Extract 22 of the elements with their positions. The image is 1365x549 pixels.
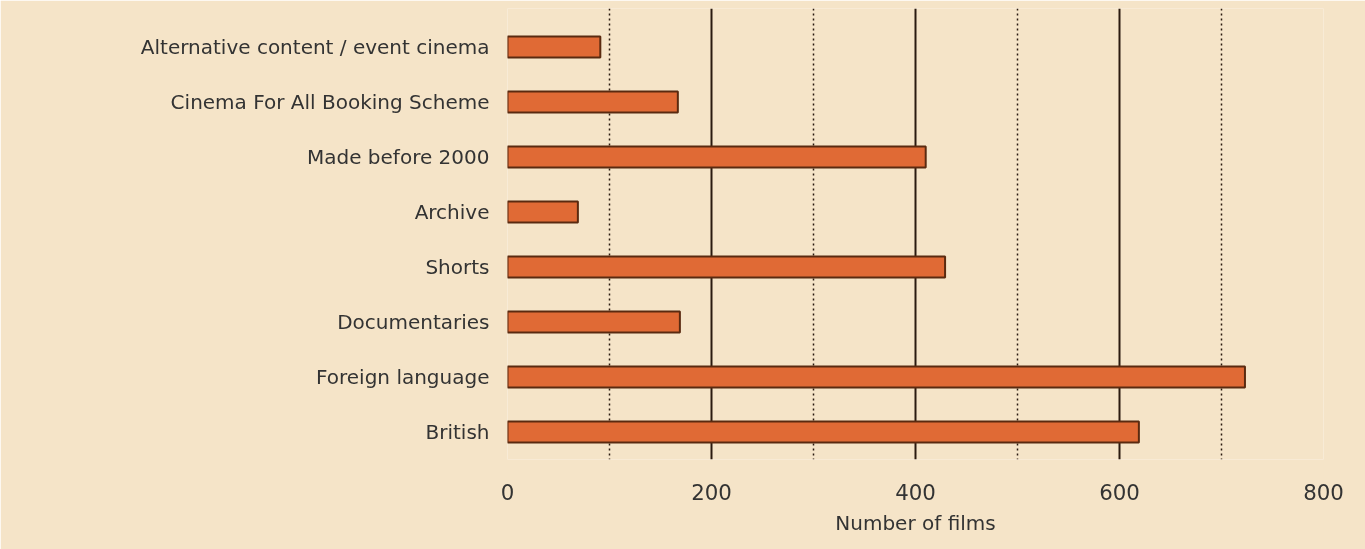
x-tick-label: 200 xyxy=(691,479,732,505)
bar xyxy=(507,90,679,114)
y-tick-label: Made before 2000 xyxy=(307,145,490,169)
bar xyxy=(507,145,927,169)
bar xyxy=(507,420,1140,444)
bar xyxy=(507,310,681,334)
bar xyxy=(507,255,947,279)
y-tick-label: Archive xyxy=(414,200,490,224)
x-tick-label: 600 xyxy=(1099,479,1140,505)
x-axis-title: Number of films xyxy=(835,510,996,535)
x-tick-label: 400 xyxy=(895,479,936,505)
y-tick-label: Alternative content / event cinema xyxy=(140,35,490,59)
bar xyxy=(507,200,579,224)
x-tick-label: 0 xyxy=(500,479,515,505)
bar xyxy=(507,35,602,59)
y-tick-label: British xyxy=(425,420,490,444)
y-tick-label: Foreign language xyxy=(315,365,490,389)
y-tick-label: Documentaries xyxy=(337,310,490,334)
x-tick-label: 800 xyxy=(1303,479,1344,505)
y-tick-label: Cinema For All Booking Scheme xyxy=(170,90,490,114)
y-tick-label: Shorts xyxy=(425,255,490,279)
bar xyxy=(507,365,1246,389)
